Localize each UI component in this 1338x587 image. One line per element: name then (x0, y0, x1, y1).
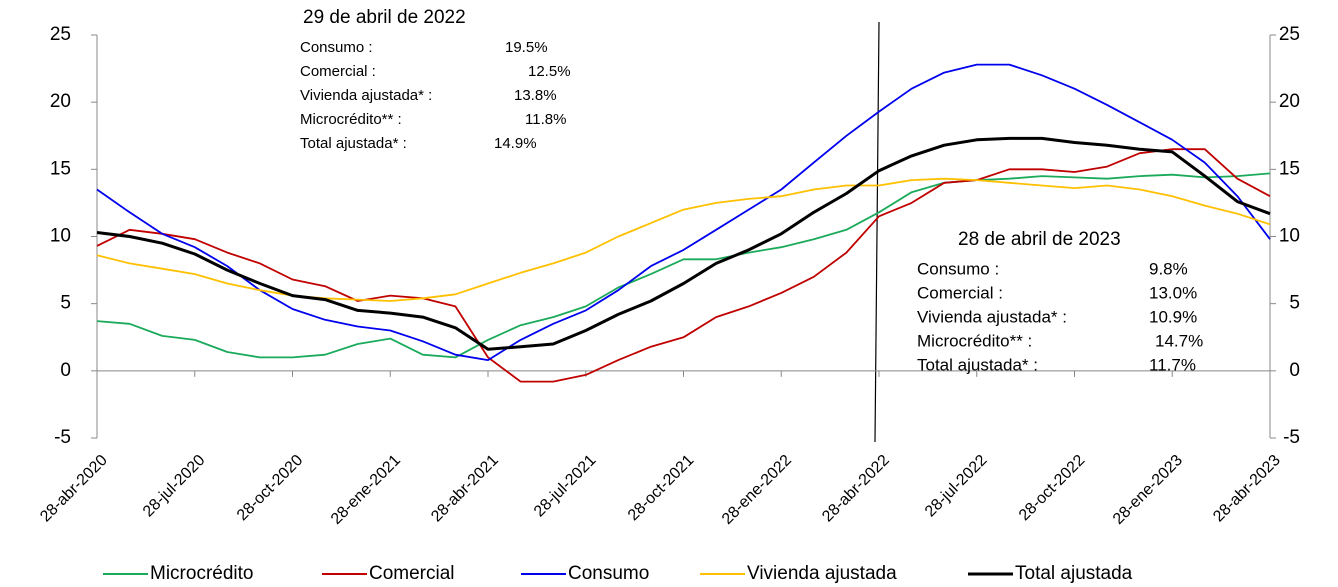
annotation-title: 29 de abril de 2022 (303, 7, 466, 28)
annotation-label: Total ajustada* : (917, 355, 1038, 374)
series-line (96, 148, 1271, 383)
x-tick-label: 28-ene-2022 (719, 452, 795, 528)
annotation-value: 14.9% (494, 135, 537, 152)
annotation-value: 11.8% (525, 111, 566, 128)
legend-label: Microcrédito (150, 563, 253, 584)
y-tick-label: 0 (60, 360, 71, 381)
annotation-title: 28 de abril de 2023 (958, 229, 1121, 250)
annotation-value: 9.8% (1149, 259, 1188, 278)
annotation-value: 10.9% (1149, 307, 1197, 326)
annotation-value: 19.5% (505, 39, 548, 56)
x-tick-label: 28-jul-2020 (140, 452, 209, 521)
annotation-label: Comercial : (300, 63, 376, 80)
annotation-label: Vivienda ajustada* : (300, 87, 432, 104)
y2-tick-label: -5 (1283, 427, 1300, 448)
legend-label: Consumo (568, 563, 649, 584)
x-tick-label: 28-oct-2022 (1016, 452, 1088, 524)
y-tick-label: -5 (54, 427, 71, 448)
legend-label: Total ajustada (1015, 563, 1133, 584)
annotation-value: 13.0% (1149, 283, 1197, 302)
y2-tick-label: 25 (1279, 24, 1300, 45)
annotation-value: 14.7% (1155, 331, 1203, 350)
y-tick-label: 10 (50, 226, 71, 247)
x-tick-label: 28-oct-2020 (234, 452, 306, 524)
y-tick-label: 15 (50, 158, 71, 179)
x-tick-label: 28-abr-2020 (37, 452, 111, 526)
x-tick-label: 28-ene-2021 (328, 452, 404, 528)
annotation-value: 12.5% (528, 63, 571, 80)
series-line (96, 172, 1271, 359)
y2-tick-label: 5 (1289, 293, 1300, 314)
y2-tick-label: 20 (1279, 91, 1300, 112)
x-tick-label: 28-abr-2021 (428, 452, 502, 526)
y-tick-label: 25 (50, 24, 71, 45)
annotation-label: Microcrédito** : (300, 111, 402, 128)
x-tick-label: 28-oct-2021 (625, 452, 697, 524)
legend-label: Vivienda ajustada (747, 563, 897, 584)
x-tick-label: 28-jul-2022 (922, 452, 991, 521)
annotation-label: Comercial : (917, 283, 1003, 302)
y2-tick-label: 15 (1279, 158, 1300, 179)
x-tick-label: 28-abr-2023 (1210, 452, 1284, 526)
series-line (96, 63, 1271, 361)
annotation-value: 11.7% (1149, 355, 1196, 374)
series-line (96, 136, 1271, 351)
annotation-label: Total ajustada* : (300, 135, 407, 152)
reference-line (874, 21, 880, 443)
y-tick-label: 5 (60, 293, 71, 314)
y2-tick-label: 10 (1279, 226, 1300, 247)
annotation-label: Consumo : (917, 259, 999, 278)
y-tick-label: 20 (50, 91, 71, 112)
legend-label: Comercial (369, 563, 455, 584)
annotation-value: 13.8% (514, 87, 557, 104)
y2-tick-label: 0 (1289, 360, 1300, 381)
x-tick-label: 28-jul-2021 (531, 452, 600, 521)
x-tick-label: 28-abr-2022 (819, 452, 893, 526)
x-tick-label: 28-ene-2023 (1110, 452, 1186, 528)
annotation-label: Microcrédito** : (917, 331, 1032, 350)
annotation-label: Consumo : (300, 39, 373, 56)
annotation-label: Vivienda ajustada* : (917, 307, 1067, 326)
